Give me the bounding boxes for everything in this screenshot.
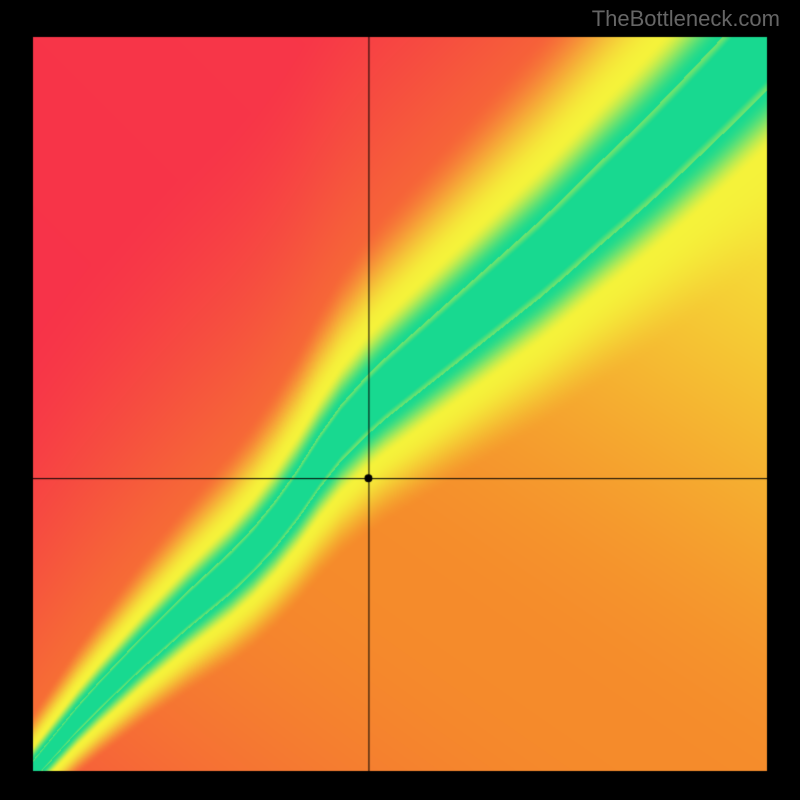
watermark-text: TheBottleneck.com (592, 6, 780, 32)
bottleneck-heatmap (0, 0, 800, 800)
